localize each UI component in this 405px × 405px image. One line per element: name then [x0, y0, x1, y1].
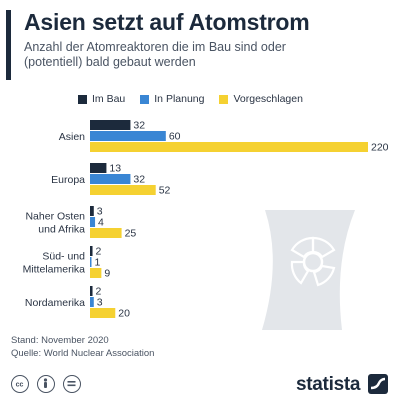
value-label: 1 — [95, 257, 101, 269]
category-label: Europa — [51, 174, 85, 186]
value-label: 220 — [371, 142, 389, 154]
cc-glyph: cc — [16, 382, 24, 389]
bar — [90, 257, 92, 267]
chart-title: Asien setzt auf Atomstrom — [24, 9, 310, 35]
legend-swatch — [78, 94, 87, 104]
legend-label: Im Bau — [92, 93, 126, 105]
value-label: 3 — [97, 206, 103, 218]
value-label: 4 — [98, 217, 104, 229]
bar — [90, 246, 93, 256]
person-icon[interactable] — [37, 375, 55, 393]
bar — [90, 297, 94, 307]
equals-icon[interactable] — [63, 375, 81, 393]
legend: Im Bau In Planung Vorgeschlagen — [78, 93, 318, 105]
bar — [90, 217, 96, 227]
value-label: 3 — [97, 297, 103, 309]
statista-logo-glyph — [370, 377, 386, 390]
footer: cc statista — [0, 364, 405, 405]
bar — [90, 142, 368, 152]
source-org: Quelle: World Nuclear Association — [11, 348, 155, 359]
bar — [90, 308, 116, 318]
person-glyph — [43, 378, 48, 388]
bar — [90, 174, 131, 184]
value-label: 2 — [96, 246, 102, 258]
bar — [90, 286, 93, 296]
legend-swatch — [140, 94, 150, 104]
value-label: 60 — [169, 131, 181, 143]
value-label: 32 — [133, 120, 145, 132]
category-label: Nordamerika — [25, 297, 85, 309]
bar — [90, 120, 131, 130]
value-label: 32 — [133, 174, 145, 186]
bar — [90, 268, 102, 278]
legend-label: Vorgeschlagen — [233, 93, 303, 105]
value-label: 13 — [109, 163, 121, 175]
statista-logo-icon[interactable] — [368, 374, 388, 394]
legend-item-in-planung: In Planung — [140, 93, 204, 105]
bar — [90, 131, 166, 141]
svg-text:cc: cc — [16, 382, 24, 389]
legend-label: In Planung — [154, 93, 205, 105]
value-label: 9 — [104, 268, 110, 280]
bar — [90, 206, 94, 216]
value-label: 2 — [96, 286, 102, 298]
legend-swatch — [219, 94, 229, 104]
value-label: 52 — [159, 185, 171, 197]
equals-glyph — [67, 381, 76, 387]
bar — [90, 185, 156, 195]
legend-item-im-bau: Im Bau — [78, 93, 125, 105]
value-label: 20 — [118, 308, 130, 320]
source-date: Stand: November 2020 — [11, 335, 109, 346]
accent-bar — [6, 10, 11, 80]
category-label: Süd- und Mittelamerika — [23, 251, 86, 276]
bar — [90, 228, 122, 238]
chart-subtitle: Anzahl der Atomreaktoren die im Bau sind… — [24, 40, 286, 69]
cc-icon[interactable]: cc — [11, 375, 29, 393]
bar — [90, 163, 107, 173]
legend-item-vorgeschlagen: Vorgeschlagen — [219, 93, 303, 105]
category-label: Naher Osten und Afrika — [25, 211, 85, 236]
value-label: 25 — [125, 228, 137, 240]
cooling-tower-radiation-icon — [262, 210, 355, 330]
statista-logo-text[interactable]: statista — [296, 374, 361, 395]
category-label: Asien — [59, 131, 85, 143]
